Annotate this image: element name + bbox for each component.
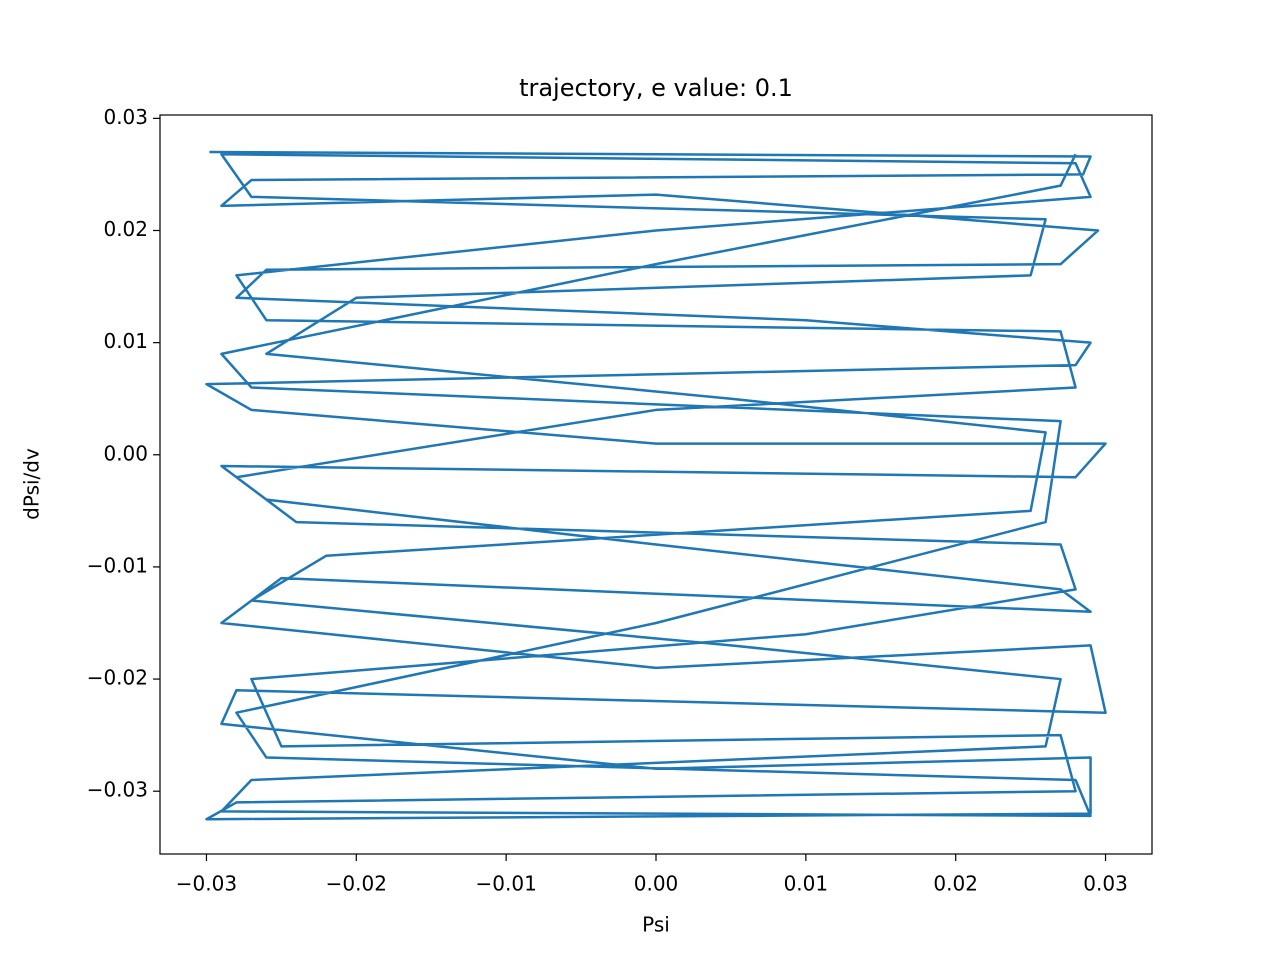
x-tick-label: −0.01	[476, 872, 537, 896]
y-tick-label: −0.03	[87, 778, 148, 802]
trajectory-line	[205, 150, 1107, 821]
x-tick-label: −0.03	[176, 872, 237, 896]
chart-title: trajectory, e value: 0.1	[519, 74, 793, 102]
y-tick-label: 0.01	[103, 329, 148, 353]
y-tick-label: −0.01	[87, 553, 148, 577]
x-tick-label: 0.01	[784, 872, 829, 896]
x-axis-label: Psi	[642, 913, 670, 937]
x-tick-label: 0.03	[1083, 872, 1128, 896]
x-tick-label: 0.02	[933, 872, 978, 896]
y-tick-label: 0.00	[103, 441, 148, 465]
y-tick-label: 0.02	[103, 217, 148, 241]
y-tick-label: 0.03	[103, 105, 148, 129]
x-tick-label: −0.02	[326, 872, 387, 896]
y-axis-label: dPsi/dv	[20, 448, 44, 520]
x-tick-label: 0.00	[634, 872, 679, 896]
y-tick-label: −0.02	[87, 666, 148, 690]
